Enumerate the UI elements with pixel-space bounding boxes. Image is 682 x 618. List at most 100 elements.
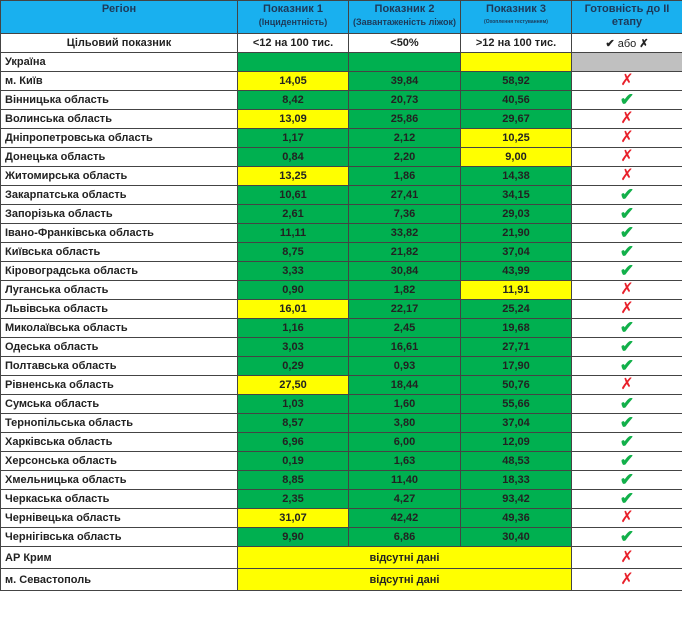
table-row: Закарпатська область 10,61 27,41 34,15 ✔	[0, 185, 682, 205]
region-name: Тернопільська область	[0, 413, 238, 433]
indicator-2-cell: 30,84	[348, 261, 461, 281]
region-name: Хмельницька область	[0, 470, 238, 490]
header-indicator-2-sub: (Завантаженість ліжок)	[353, 17, 456, 27]
indicator-2-cell: 1,86	[348, 166, 461, 186]
indicator-3-cell: 34,15	[460, 185, 572, 205]
readiness-cell: ✔	[571, 489, 682, 509]
indicator-2-cell: 6,00	[348, 432, 461, 452]
region-name: Чернівецька область	[0, 508, 238, 528]
header-indicator-2-title: Показник 2	[374, 3, 435, 15]
indicator-1-cell: 10,61	[237, 185, 349, 205]
indicator-1-cell: 1,17	[237, 128, 349, 148]
indicator-3-cell: 14,38	[460, 166, 572, 186]
indicator-3-cell: 37,04	[460, 413, 572, 433]
table-row: Житомирська область 13,25 1,86 14,38 ✗	[0, 166, 682, 186]
indicator-2-cell: 11,40	[348, 470, 461, 490]
indicator-3-cell: 29,03	[460, 204, 572, 224]
indicator-2-cell: 1,82	[348, 280, 461, 300]
indicator-2-cell: 2,20	[348, 147, 461, 167]
region-name: Івано-Франківська область	[0, 223, 238, 243]
region-name: Рівненська область	[0, 375, 238, 395]
readiness-cell: ✗	[571, 109, 682, 129]
indicator-3-cell: 30,40	[460, 527, 572, 547]
cross-icon: ✗	[620, 300, 634, 317]
region-name: м. Севастополь	[0, 568, 238, 591]
indicator-3-cell: 9,00	[460, 147, 572, 167]
check-icon: ✔	[619, 432, 635, 451]
indicator-2-cell: 22,17	[348, 299, 461, 319]
indicator-2-cell: 25,86	[348, 109, 461, 129]
readiness-cell: ✗	[571, 546, 682, 569]
indicator-2-cell: 16,61	[348, 337, 461, 357]
readiness-cell: ✗	[571, 508, 682, 528]
readiness-cell: ✔	[571, 223, 682, 243]
indicator-3-cell: 55,66	[460, 394, 572, 414]
readiness-cell: ✗	[571, 375, 682, 395]
region-name: Закарпатська область	[0, 185, 238, 205]
readiness-cell	[571, 52, 682, 72]
region-name: Житомирська область	[0, 166, 238, 186]
cross-icon: ✗	[620, 148, 634, 165]
region-name: Волинська область	[0, 109, 238, 129]
header-indicator-3-sub: (Охоплення тестуванням)	[484, 19, 548, 25]
region-name: Запорізька область	[0, 204, 238, 224]
indicator-3-cell: 29,67	[460, 109, 572, 129]
cross-icon: ✗	[620, 509, 634, 526]
table-row: Черкаська область 2,35 4,27 93,42 ✔	[0, 489, 682, 509]
header-indicator-1-sub: (Інцидентність)	[258, 17, 328, 27]
indicator-3-cell: 49,36	[460, 508, 572, 528]
region-name: Вінницька область	[0, 90, 238, 110]
indicator-2-cell: 0,93	[348, 356, 461, 376]
check-icon: ✔	[619, 356, 635, 375]
indicator-1-cell: 6,96	[237, 432, 349, 452]
cross-icon: ✗	[620, 570, 634, 588]
readiness-table: Регіон Показник 1 (Інцидентність) Показни…	[0, 0, 682, 591]
table-row: Запорізька область 2,61 7,36 29,03 ✔	[0, 204, 682, 224]
readiness-cell: ✗	[571, 280, 682, 300]
cross-icon: ✗	[620, 376, 634, 393]
check-icon: ✔	[619, 394, 635, 413]
table-row: Харківська область 6,96 6,00 12,09 ✔	[0, 432, 682, 452]
table-row: Львівська область 16,01 22,17 25,24 ✗	[0, 299, 682, 319]
header-indicator-3: Показник 3 (Охоплення тестуванням)	[460, 0, 572, 34]
header-indicator-2: Показник 2 (Завантаженість ліжок)	[348, 0, 461, 34]
readiness-cell: ✔	[571, 470, 682, 490]
indicator-2-cell: 42,42	[348, 508, 461, 528]
table-row: Київська область 8,75 21,82 37,04 ✔	[0, 242, 682, 262]
table-row: Сумська область 1,03 1,60 55,66 ✔	[0, 394, 682, 414]
indicator-2-cell	[348, 52, 461, 72]
table-row: Волинська область 13,09 25,86 29,67 ✗	[0, 109, 682, 129]
check-icon: ✔	[619, 470, 635, 489]
table-row: м. Київ 14,05 39,84 58,92 ✗	[0, 71, 682, 91]
region-name: Полтавська область	[0, 356, 238, 376]
indicator-3-cell: 11,91	[460, 280, 572, 300]
header-indicator-1-title: Показник 1	[263, 3, 323, 15]
readiness-cell: ✗	[571, 128, 682, 148]
indicator-3-cell: 12,09	[460, 432, 572, 452]
indicator-1-cell: 8,57	[237, 413, 349, 433]
indicator-1-cell: 8,75	[237, 242, 349, 262]
cross-icon: ✗	[620, 110, 634, 127]
region-name: Львівська область	[0, 299, 238, 319]
header-indicator-3-title: Показник 3	[486, 3, 546, 15]
table-row: Чернівецька область 31,07 42,42 49,36 ✗	[0, 508, 682, 528]
indicator-3-cell: 93,42	[460, 489, 572, 509]
readiness-cell: ✔	[571, 242, 682, 262]
indicator-3-cell: 27,71	[460, 337, 572, 357]
indicator-1-cell: 27,50	[237, 375, 349, 395]
region-name: Харківська область	[0, 432, 238, 452]
indicator-3-cell: 40,56	[460, 90, 572, 110]
check-icon: ✔	[619, 413, 635, 432]
indicator-2-cell: 1,63	[348, 451, 461, 471]
indicator-3-cell: 48,53	[460, 451, 572, 471]
indicator-1-cell: 16,01	[237, 299, 349, 319]
check-icon: ✔	[619, 242, 635, 261]
region-name: АР Крим	[0, 546, 238, 569]
region-name: Сумська область	[0, 394, 238, 414]
readiness-cell: ✔	[571, 337, 682, 357]
indicator-3-cell: 19,68	[460, 318, 572, 338]
indicator-1-cell: 9,90	[237, 527, 349, 547]
table-row: Чернігівська область 9,90 6,86 30,40 ✔	[0, 527, 682, 547]
no-data-cell: відсутні дані	[237, 546, 572, 569]
